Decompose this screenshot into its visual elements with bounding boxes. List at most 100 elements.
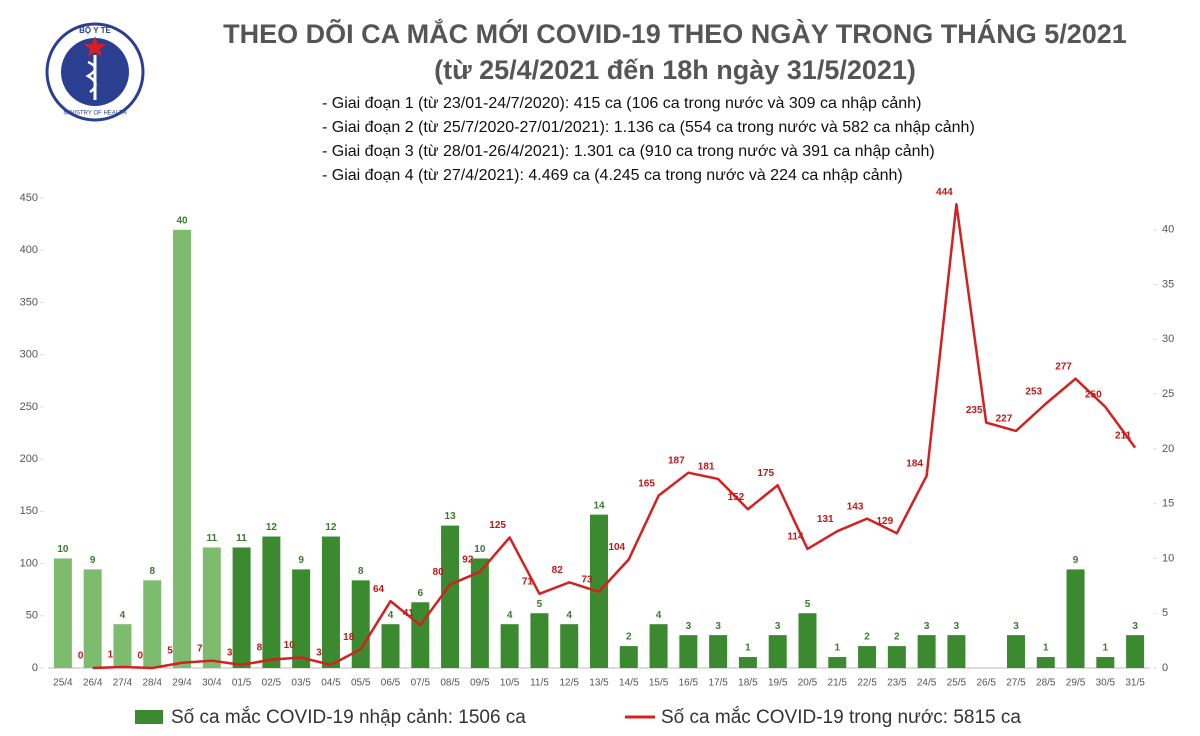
bar-label: 10 — [57, 544, 69, 555]
bar — [560, 624, 579, 668]
x-tick-label: 29/4 — [172, 678, 192, 689]
y-tick-label: 100 — [20, 557, 38, 569]
y2-tick-label: 10 — [1162, 552, 1174, 564]
bar-label: 3 — [954, 621, 960, 632]
line-label: 143 — [847, 501, 864, 512]
bar-label: 4 — [507, 610, 513, 621]
bar — [1036, 657, 1055, 668]
x-tick-label: 30/5 — [1096, 678, 1116, 689]
line-label: 444 — [936, 187, 953, 198]
y2-tick-label: 15 — [1162, 498, 1174, 510]
bar-label: 4 — [656, 610, 662, 621]
y-tick-label: 0 — [32, 662, 38, 674]
x-tick-label: 05/5 — [351, 678, 371, 689]
bar-label: 3 — [686, 621, 692, 632]
line-label: 3 — [316, 648, 322, 659]
bar-label: 8 — [149, 566, 155, 577]
line-label: 165 — [638, 478, 655, 489]
bar — [202, 547, 221, 668]
x-tick-label: 14/5 — [619, 678, 639, 689]
line-label: 184 — [906, 458, 923, 469]
logo-bottom-text: MINISTRY OF HEALTH — [63, 111, 126, 117]
y2-tick-label: 25 — [1162, 388, 1174, 400]
y-tick-label: 350 — [20, 296, 38, 308]
bar — [619, 646, 638, 668]
bar-label: 10 — [474, 544, 486, 555]
bar — [262, 536, 281, 668]
note: - Giai đoạn 1 (từ 23/01-24/7/2020): 415 … — [322, 95, 921, 112]
bar — [917, 635, 936, 668]
bar — [679, 635, 698, 668]
x-tick-label: 25/4 — [53, 678, 73, 689]
y-tick-label: 200 — [20, 453, 38, 465]
x-tick-label: 27/4 — [113, 678, 133, 689]
bar — [351, 580, 370, 668]
x-tick-label: 20/5 — [798, 678, 818, 689]
bar-label: 8 — [358, 566, 364, 577]
bar-label: 4 — [388, 610, 394, 621]
line — [92, 203, 1137, 670]
bar — [232, 547, 251, 668]
bar-label: 2 — [864, 632, 870, 643]
x-tick-label: 08/5 — [440, 678, 460, 689]
line-label: 235 — [966, 405, 983, 416]
bar-label: 1 — [1103, 643, 1109, 654]
y-tick-label: 450 — [20, 192, 38, 204]
line-label: 131 — [817, 514, 834, 525]
line-label: 7 — [197, 643, 203, 654]
bar — [887, 646, 906, 668]
bar — [411, 602, 430, 668]
x-tick-label: 31/5 — [1125, 678, 1145, 689]
bar — [709, 635, 728, 668]
line-label: 80 — [433, 567, 445, 578]
line-label: 125 — [489, 520, 506, 531]
line-label: 8 — [257, 642, 263, 653]
y-tick-label: 50 — [26, 610, 38, 622]
bar — [1066, 569, 1085, 668]
line-label: 41 — [403, 608, 415, 619]
bar — [530, 613, 549, 668]
x-tick-label: 26/4 — [83, 678, 103, 689]
x-tick-label: 13/5 — [589, 678, 609, 689]
x-tick-label: 25/5 — [947, 678, 967, 689]
y2-tick-label: 30 — [1162, 333, 1174, 345]
x-tick-label: 27/5 — [1006, 678, 1026, 689]
x-tick-label: 12/5 — [559, 678, 579, 689]
bar-label: 3 — [924, 621, 930, 632]
y2-tick-label: 5 — [1162, 607, 1168, 619]
bar-label: 5 — [537, 599, 543, 610]
bar-label: 9 — [298, 555, 304, 566]
x-tick-label: 28/4 — [143, 678, 163, 689]
y-tick-label: 300 — [20, 349, 38, 361]
y2-tick-label: 20 — [1162, 443, 1174, 455]
y-tick-label: 400 — [20, 244, 38, 256]
x-tick-label: 29/5 — [1066, 678, 1086, 689]
bar-label: 4 — [120, 610, 126, 621]
bar-label: 40 — [176, 215, 188, 226]
x-tick-label: 23/5 — [887, 678, 907, 689]
legend-label: Số ca mắc COVID-19 trong nước: 5815 ca — [661, 706, 1021, 728]
bar — [1096, 657, 1115, 668]
bar-label: 3 — [1132, 621, 1138, 632]
note: - Giai đoạn 3 (từ 28/01-26/4/2021): 1.30… — [322, 143, 935, 160]
x-tick-label: 26/5 — [976, 678, 996, 689]
line-label: 5 — [167, 645, 173, 656]
line-label: 10 — [284, 640, 296, 651]
line-label: 277 — [1055, 361, 1072, 372]
bar-label: 2 — [626, 632, 632, 643]
bar — [1126, 635, 1145, 668]
line-label: 104 — [608, 542, 625, 553]
bar — [113, 624, 132, 668]
x-tick-label: 22/5 — [857, 678, 877, 689]
line-label: 187 — [668, 455, 685, 466]
logo-star — [84, 36, 106, 57]
logo-snake — [85, 60, 97, 94]
bar — [53, 558, 72, 668]
line-label: 129 — [876, 516, 893, 527]
bar-label: 14 — [593, 500, 605, 511]
line-label: 253 — [1025, 386, 1042, 397]
x-tick-label: 19/5 — [768, 678, 788, 689]
bar — [1006, 635, 1025, 668]
line-label: 64 — [373, 584, 385, 595]
bar — [798, 613, 817, 668]
